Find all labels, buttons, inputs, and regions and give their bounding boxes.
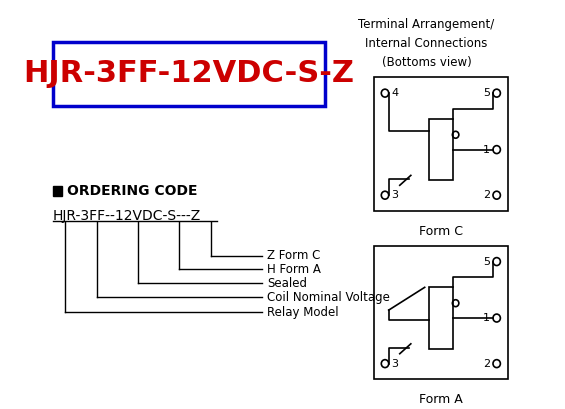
Text: HJR-3FF--12VDC-S---Z: HJR-3FF--12VDC-S---Z — [53, 209, 201, 223]
Text: Z Form C: Z Form C — [267, 249, 320, 262]
Text: 3: 3 — [392, 190, 398, 200]
Text: 5: 5 — [483, 88, 490, 98]
Text: Relay Model: Relay Model — [267, 306, 338, 319]
Text: HJR-3FF-12VDC-S-Z: HJR-3FF-12VDC-S-Z — [23, 59, 354, 88]
Text: Sealed: Sealed — [267, 277, 307, 290]
Bar — [429, 288, 453, 349]
Text: Form C: Form C — [419, 225, 463, 238]
Text: 4: 4 — [392, 88, 398, 98]
Text: H Form A: H Form A — [267, 263, 321, 276]
Text: 3: 3 — [392, 359, 398, 369]
Text: 1: 1 — [483, 313, 490, 323]
Text: 1: 1 — [483, 145, 490, 155]
Bar — [429, 119, 453, 180]
Text: Coil Nominal Voltage: Coil Nominal Voltage — [267, 291, 390, 304]
Text: 2: 2 — [483, 190, 490, 200]
Bar — [374, 77, 508, 211]
Bar — [374, 246, 508, 380]
Text: Terminal Arrangement/
Internal Connections
(Bottoms view): Terminal Arrangement/ Internal Connectio… — [358, 18, 494, 69]
Bar — [53, 42, 325, 106]
Bar — [53, 186, 62, 196]
Text: 2: 2 — [483, 359, 490, 369]
Text: ORDERING CODE: ORDERING CODE — [67, 184, 198, 198]
Text: 5: 5 — [483, 256, 490, 267]
Text: Form A: Form A — [419, 393, 463, 407]
